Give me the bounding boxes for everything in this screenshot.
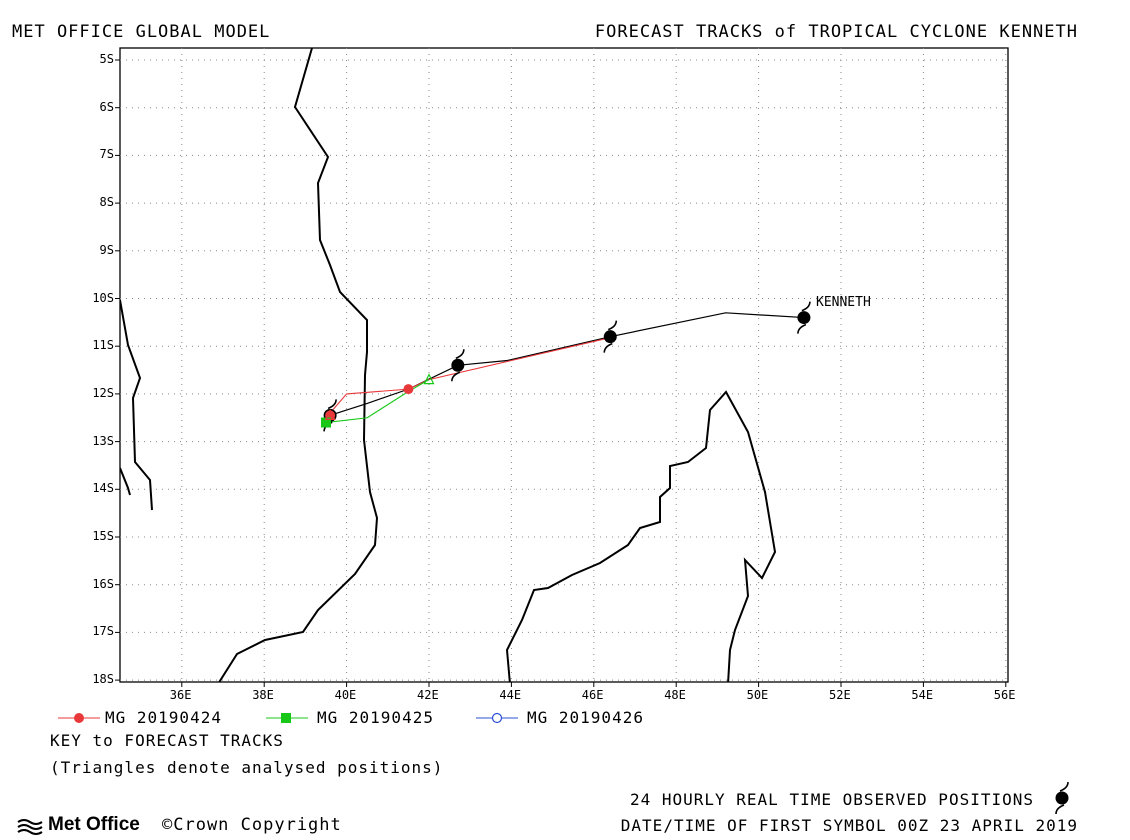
lat-label: 8S	[99, 195, 114, 210]
plot-frame	[119, 47, 1009, 683]
lon-label: 46E	[581, 688, 604, 702]
lon-label: 56E	[993, 688, 1016, 702]
lat-label: 11S	[92, 338, 114, 353]
lon-label: 42E	[417, 688, 439, 702]
forecast-track-run1	[329, 336, 615, 414]
lat-label: 15S	[92, 529, 114, 543]
lat-label: 18S	[92, 672, 114, 687]
storm-name-label: KENNETH	[816, 295, 871, 310]
run1-analysed-position	[324, 409, 336, 420]
lat-label: 13S	[92, 433, 114, 448]
observed-position-icon	[1054, 781, 1070, 815]
run2-forecast-point	[321, 417, 331, 428]
forecast-track-run2	[325, 379, 430, 424]
coastline-africa	[218, 48, 379, 682]
key-title: KEY to FORECAST TRACKS	[50, 731, 284, 750]
lon-label: 40E	[334, 688, 357, 702]
run1-forecast-point	[403, 384, 414, 395]
lon-label: 36E	[169, 688, 192, 702]
lon-label: 50E	[746, 688, 769, 702]
lat-label: 6S	[99, 99, 114, 114]
lat-label: 14S	[92, 481, 114, 496]
lat-label: 16S	[92, 576, 114, 591]
lat-label: 10S	[92, 290, 114, 305]
lon-label: 52E	[829, 688, 851, 702]
lon-label: 54E	[911, 688, 934, 702]
lat-lon-grid	[115, 48, 1008, 687]
coastline-madagascar	[505, 390, 777, 682]
legend-line-run3	[476, 712, 518, 724]
legend-label-run1: MG 20190424	[105, 708, 222, 727]
key-note: (Triangles denote analysed positions)	[50, 758, 444, 777]
lat-label: 12S	[92, 385, 114, 400]
met-office-logo-text: Met Office	[48, 814, 140, 835]
lon-label: 38E	[252, 688, 274, 702]
copyright-text: ©Crown Copyright	[162, 815, 342, 835]
met-office-logo-icon	[17, 819, 43, 835]
lat-label: 5S	[99, 52, 114, 66]
header-left-title: MET OFFICE GLOBAL MODEL	[12, 22, 271, 42]
legend-label-run2: MG 20190425	[317, 708, 434, 727]
run2-analysed-position	[423, 373, 435, 385]
first-symbol-datetime: DATE/TIME OF FIRST SYMBOL 00Z 23 APRIL 2…	[620, 816, 1078, 835]
observed-track-line	[329, 312, 804, 416]
header-right-title: FORECAST TRACKS of TROPICAL CYCLONE KENN…	[594, 22, 1078, 42]
lat-label: 17S	[92, 624, 114, 639]
legend-label-run3: MG 20190426	[527, 708, 644, 727]
coastline-comoros	[120, 299, 153, 511]
lon-label: 44E	[499, 688, 522, 702]
lat-label: 7S	[99, 147, 114, 162]
legend-line-run1	[58, 713, 100, 723]
lat-label: 9S	[99, 242, 114, 257]
observed-positions-label: 24 HOURLY REAL TIME OBSERVED POSITIONS	[629, 790, 1034, 809]
legend-line-run2	[266, 713, 308, 723]
lon-label: 48E	[664, 688, 686, 702]
